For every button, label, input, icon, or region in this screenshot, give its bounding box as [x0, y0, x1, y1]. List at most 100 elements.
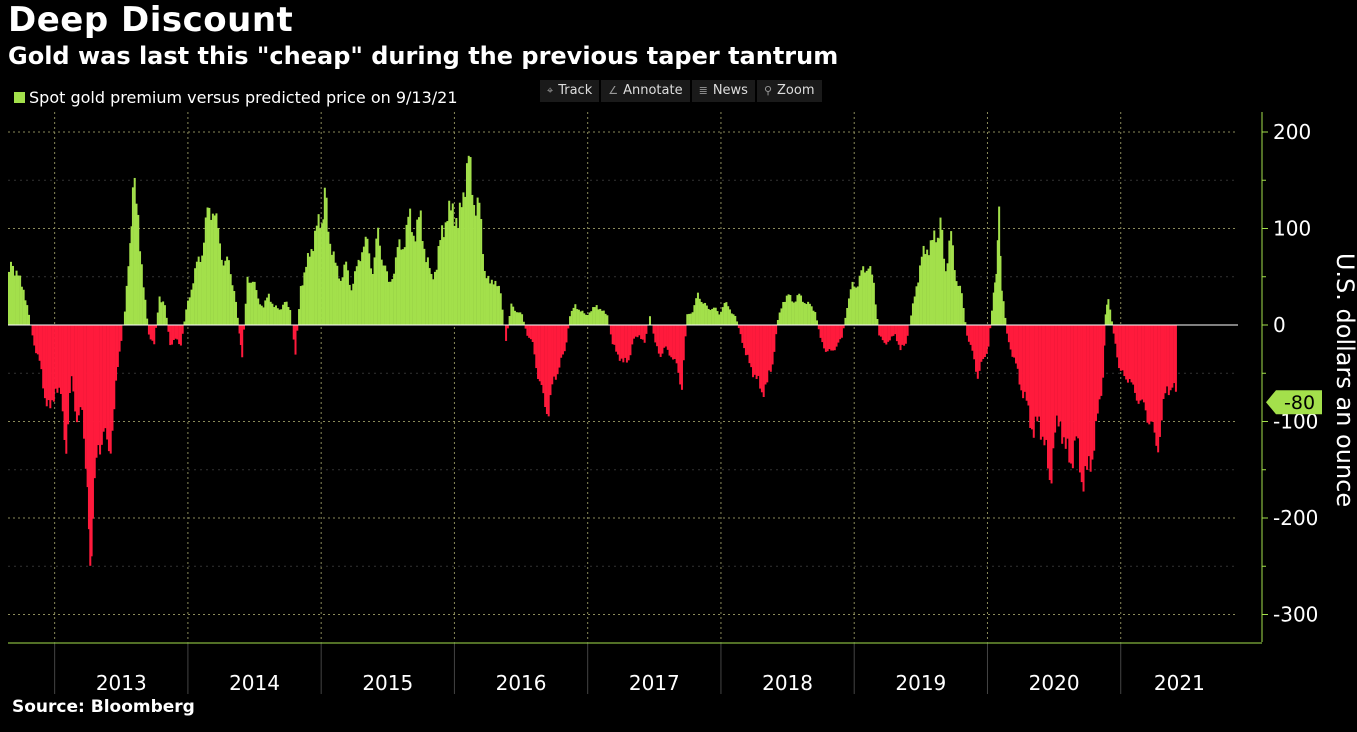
positive-bar [325, 197, 328, 325]
negative-bar [558, 325, 561, 368]
negative-bar [652, 325, 655, 334]
positive-bar [137, 214, 140, 325]
negative-bar [90, 325, 93, 557]
negative-bar [826, 325, 829, 352]
positive-bar [371, 273, 374, 325]
positive-bar [499, 293, 502, 325]
negative-bar [1018, 325, 1021, 385]
negative-bar [634, 325, 637, 337]
positive-bar [480, 219, 483, 325]
negative-bar [618, 325, 621, 361]
negative-bar [878, 325, 881, 336]
news-button[interactable]: ≣ News [691, 80, 755, 102]
positive-bar [211, 213, 214, 325]
negative-bar [1114, 325, 1117, 344]
negative-bar [1020, 325, 1023, 391]
negative-bar [104, 325, 107, 429]
positive-bar [581, 310, 584, 325]
positive-bar [803, 303, 806, 325]
positive-bar [728, 309, 731, 325]
positive-bar [423, 248, 426, 325]
negative-bar [1039, 325, 1042, 440]
positive-bar [317, 214, 320, 325]
positive-bar [375, 238, 378, 325]
positive-bar [203, 242, 206, 325]
negative-bar [551, 325, 554, 385]
negative-bar [42, 325, 45, 389]
positive-bar [17, 275, 20, 325]
positive-bar [1000, 290, 1003, 325]
positive-bar [123, 311, 126, 325]
negative-bar [86, 325, 89, 488]
positive-bar [146, 318, 149, 325]
positive-bar [998, 206, 1001, 325]
positive-bar [412, 235, 415, 325]
negative-bar [1093, 325, 1096, 451]
positive-bar [602, 310, 605, 325]
negative-bar [1100, 325, 1103, 396]
positive-bar [688, 313, 691, 325]
positive-bar [364, 236, 367, 325]
negative-bar [1064, 325, 1067, 449]
negative-bar [1066, 325, 1069, 439]
positive-bar [462, 192, 465, 325]
positive-bar [469, 157, 472, 325]
positive-bar [251, 281, 254, 325]
negative-bar [677, 325, 680, 373]
negative-bar [1174, 325, 1177, 392]
positive-bar [865, 270, 868, 325]
negative-bar [883, 325, 886, 343]
positive-bar [158, 296, 161, 325]
negative-bar [753, 325, 756, 375]
negative-bar [151, 325, 154, 341]
y-tick-label: -300 [1273, 603, 1318, 627]
positive-bar [492, 284, 495, 325]
negative-bar [1171, 325, 1174, 388]
annotate-button[interactable]: ∠ Annotate [601, 80, 690, 102]
positive-bar [345, 261, 348, 325]
negative-bar [752, 325, 755, 378]
positive-bar [693, 305, 696, 325]
negative-bar [1153, 325, 1156, 433]
negative-bar [1041, 325, 1044, 437]
positive-bar [691, 312, 694, 325]
positive-bar [407, 216, 410, 325]
positive-bar [686, 314, 689, 325]
positive-bar [922, 245, 925, 325]
track-label: Track [558, 83, 593, 98]
negative-bar [74, 325, 77, 412]
positive-bar [910, 315, 913, 325]
positive-bar [705, 305, 708, 325]
positive-bar [125, 285, 128, 325]
positive-bar [224, 260, 227, 325]
negative-bar [47, 325, 50, 401]
positive-bar [258, 304, 261, 325]
positive-bar [944, 271, 947, 325]
positive-bar [442, 237, 445, 325]
positive-bar [414, 241, 417, 325]
track-button[interactable]: ⌖ Track [540, 80, 600, 102]
positive-bar [513, 310, 516, 325]
positive-bar [435, 269, 438, 325]
zoom-button[interactable]: ⚲ Zoom [756, 80, 822, 102]
positive-bar [274, 305, 277, 325]
negative-bar [68, 325, 71, 393]
negative-bar [238, 325, 241, 334]
positive-bar [601, 310, 604, 325]
negative-bar [973, 325, 976, 360]
positive-bar [409, 208, 412, 325]
positive-bar [144, 299, 147, 325]
positive-bar [946, 263, 949, 325]
positive-bar [156, 312, 159, 325]
negative-bar [975, 325, 978, 372]
negative-bar [757, 325, 760, 376]
negative-bar [111, 325, 114, 431]
negative-bar [831, 325, 834, 351]
negative-bar [292, 325, 295, 340]
negative-bar [879, 325, 882, 337]
negative-bar [72, 325, 75, 392]
y-tick-label: 100 [1273, 217, 1311, 241]
negative-bar [976, 325, 979, 379]
negative-bar [881, 325, 884, 341]
negative-bar [679, 325, 682, 385]
